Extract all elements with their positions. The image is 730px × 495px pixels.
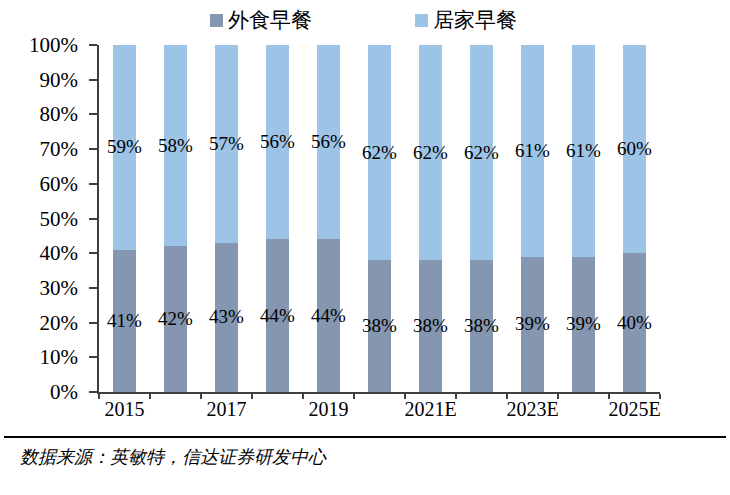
legend-label-eating-out: 外食早餐: [228, 8, 312, 32]
y-axis-tick-label: 0%: [50, 380, 78, 405]
x-axis-tick-label: 2015: [105, 398, 145, 421]
y-axis-tick: [89, 113, 97, 115]
y-axis-tick: [89, 79, 97, 81]
legend-item-at-home: 居家早餐: [415, 8, 517, 32]
legend-label-at-home: 居家早餐: [433, 8, 517, 32]
bar-2023E: 61% 39%: [507, 45, 558, 392]
data-label-eating-out: 38%: [413, 315, 448, 337]
y-axis-labels: 100%90%80%70%60%50%40%30%20%10%0%: [0, 45, 78, 392]
legend-item-eating-out: 外食早餐: [210, 8, 312, 32]
bar-2020: 62% 38%: [354, 45, 405, 392]
bar-2016: 58% 42%: [150, 45, 201, 392]
y-axis-tick: [89, 322, 97, 324]
y-axis-tick-label: 100%: [29, 33, 78, 58]
x-axis-tick-label: 2021E: [404, 398, 456, 421]
footer-divider: [4, 436, 726, 438]
x-axis-tick-label: 2017: [207, 398, 247, 421]
bar-2019: 56% 44%: [303, 45, 354, 392]
stacked-bar: [317, 45, 340, 392]
data-label-at-home: 62%: [362, 142, 397, 164]
stacked-bar: [368, 45, 391, 392]
data-label-eating-out: 39%: [566, 313, 601, 335]
legend-swatch-at-home-icon: [415, 14, 428, 27]
y-axis-tick-label: 50%: [40, 206, 79, 231]
data-label-eating-out: 41%: [107, 310, 142, 332]
y-axis-tick: [89, 252, 97, 254]
stacked-bar: [623, 45, 646, 392]
stacked-bar: [215, 45, 238, 392]
bar-2022E: 62% 38%: [456, 45, 507, 392]
data-label-eating-out: 43%: [209, 306, 244, 328]
x-axis-tick-label: 2019: [309, 398, 349, 421]
data-label-eating-out: 42%: [158, 308, 193, 330]
bar-2021E: 62% 38%: [405, 45, 456, 392]
data-label-eating-out: 40%: [617, 312, 652, 334]
y-axis-tick: [89, 183, 97, 185]
data-label-at-home: 61%: [515, 140, 550, 162]
x-axis-labels: 2015 2017 2019 2021E 2023E 2025E: [99, 398, 660, 424]
data-label-at-home: 56%: [311, 131, 346, 153]
stacked-bar: [572, 45, 595, 392]
data-label-eating-out: 44%: [260, 305, 295, 327]
y-axis-tick-label: 30%: [40, 275, 79, 300]
y-axis-tick: [89, 148, 97, 150]
stacked-bar: [266, 45, 289, 392]
data-label-at-home: 59%: [107, 136, 142, 158]
stacked-bar: [470, 45, 493, 392]
stacked-bar: [419, 45, 442, 392]
y-axis-tick: [89, 218, 97, 220]
y-axis-tick-label: 80%: [40, 102, 79, 127]
plot-area: 59% 41% 58% 42% 57% 43% 56% 44% 56% 44% 62% 38% 62% 3…: [99, 45, 660, 392]
bar-2025E: 60% 40%: [609, 45, 660, 392]
y-axis-tick-label: 70%: [40, 137, 79, 162]
data-label-eating-out: 39%: [515, 313, 550, 335]
stacked-bar: [113, 45, 136, 392]
data-label-at-home: 56%: [260, 131, 295, 153]
bar-2017: 57% 43%: [201, 45, 252, 392]
data-label-at-home: 62%: [464, 142, 499, 164]
data-label-at-home: 57%: [209, 133, 244, 155]
data-label-eating-out: 38%: [464, 315, 499, 337]
data-label-at-home: 62%: [413, 142, 448, 164]
y-axis-tick-label: 10%: [40, 345, 79, 370]
stacked-bar: [521, 45, 544, 392]
x-axis-tick-label: 2025E: [608, 398, 660, 421]
y-axis-tick: [89, 44, 97, 46]
legend-swatch-eating-out-icon: [210, 14, 223, 27]
bar-2015: 59% 41%: [99, 45, 150, 392]
x-axis-tick-label: 2023E: [506, 398, 558, 421]
y-axis-tick-label: 20%: [40, 310, 79, 335]
data-label-eating-out: 38%: [362, 315, 397, 337]
source-note: 数据来源：英敏特，信达证券研发中心: [20, 445, 326, 469]
y-axis-tick: [89, 356, 97, 358]
bar-2018: 56% 44%: [252, 45, 303, 392]
y-axis-tick: [89, 287, 97, 289]
stacked-bar: [164, 45, 187, 392]
x-axis-line: [97, 392, 660, 394]
y-axis-tick-label: 60%: [40, 171, 79, 196]
bar-2024E: 61% 39%: [558, 45, 609, 392]
y-axis-tick-label: 90%: [40, 67, 79, 92]
data-label-at-home: 58%: [158, 135, 193, 157]
data-label-eating-out: 44%: [311, 305, 346, 327]
y-axis-tick: [89, 391, 97, 393]
data-label-at-home: 60%: [617, 138, 652, 160]
data-label-at-home: 61%: [566, 140, 601, 162]
y-axis-tick-label: 40%: [40, 241, 79, 266]
